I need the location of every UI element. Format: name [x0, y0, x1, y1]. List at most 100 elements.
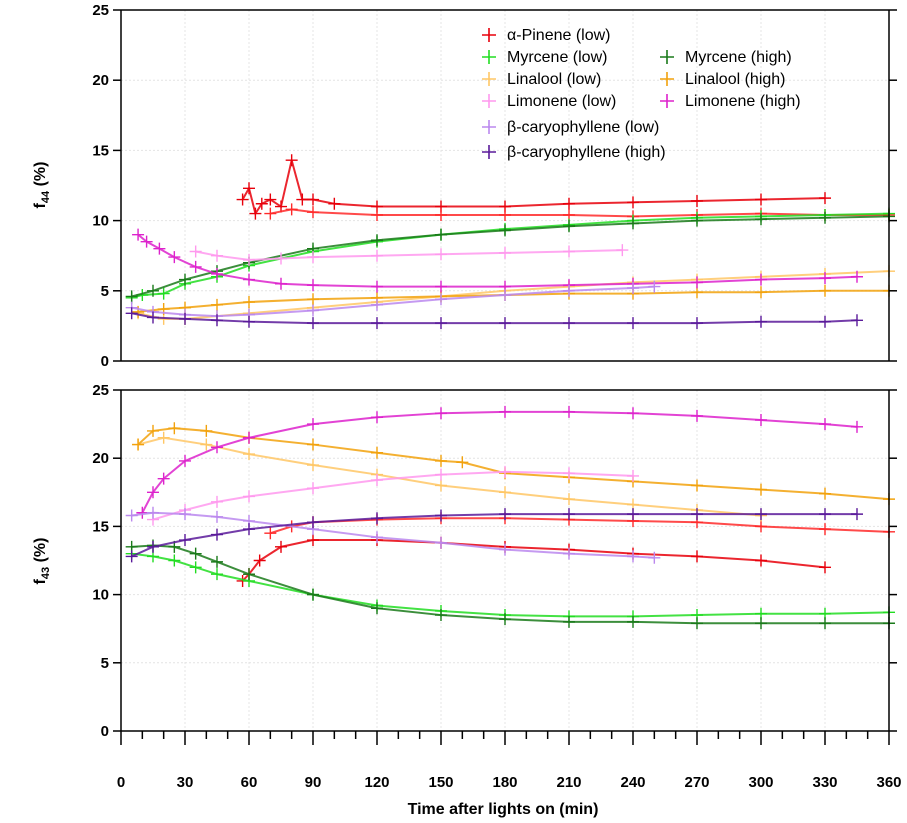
data-point — [371, 234, 383, 247]
data-point — [371, 446, 383, 459]
data-point — [755, 483, 767, 496]
data-point — [755, 414, 767, 427]
series-line — [141, 410, 858, 514]
data-point — [307, 588, 319, 601]
y-axis-title-bottom-sub: 43 — [40, 567, 52, 579]
data-point — [755, 286, 767, 299]
data-point — [755, 315, 767, 328]
data-point — [435, 280, 447, 293]
data-point — [200, 424, 213, 437]
data-point — [371, 531, 383, 544]
data-point — [371, 280, 383, 293]
data-point — [648, 551, 661, 564]
data-point — [243, 315, 255, 328]
legend-item: Limonene (low) — [482, 93, 616, 110]
x-tick-label: 60 — [241, 774, 258, 791]
data-point — [307, 317, 319, 330]
series-Linalool (low) — [132, 431, 767, 522]
data-point — [147, 284, 159, 297]
data-point — [563, 615, 575, 628]
data-point — [499, 613, 511, 626]
data-point — [563, 493, 575, 506]
legend-marker — [482, 120, 496, 134]
data-point — [435, 248, 447, 261]
series-line — [137, 427, 890, 501]
data-point — [563, 245, 575, 258]
data-point — [243, 273, 255, 286]
y-tick-label: 15 — [92, 142, 109, 159]
data-point — [189, 561, 202, 574]
legend-label: Limonene (high) — [685, 93, 801, 110]
data-point — [211, 510, 223, 523]
y-tick-label: 20 — [92, 450, 109, 467]
x-axis-title: Time after lights on (min) — [408, 801, 599, 818]
data-point — [435, 208, 447, 221]
data-point — [563, 220, 575, 233]
data-point — [243, 431, 255, 444]
plot-bottom-marks — [125, 405, 895, 630]
data-point — [851, 314, 863, 327]
series-line — [152, 470, 634, 521]
data-point — [563, 547, 575, 560]
data-point — [285, 203, 298, 216]
y-axis-title-top-unit: (%) — [32, 162, 49, 191]
data-point — [179, 454, 191, 467]
data-point — [264, 527, 277, 540]
data-point — [125, 509, 138, 522]
data-point — [648, 280, 661, 293]
series-β-caryophyllene (high) — [125, 508, 863, 563]
data-point — [253, 554, 266, 567]
x-tick-label: 150 — [428, 774, 453, 791]
data-point — [307, 438, 319, 451]
data-point — [211, 495, 223, 508]
data-point — [627, 615, 639, 628]
series-α-Pinene (high) — [264, 203, 895, 223]
data-point — [147, 311, 159, 324]
data-point — [819, 487, 831, 500]
series-line — [241, 539, 826, 582]
data-point — [435, 509, 447, 522]
data-point — [627, 550, 639, 563]
data-point — [275, 277, 287, 290]
data-point — [691, 276, 703, 289]
legend-marker — [482, 145, 496, 159]
data-point — [851, 420, 863, 433]
series-Myrcene (high) — [125, 539, 895, 630]
data-point — [435, 228, 447, 241]
series-line — [131, 552, 890, 618]
legend-label: Limonene (low) — [507, 93, 616, 110]
series-Limonene (high) — [132, 228, 863, 293]
data-point — [307, 279, 319, 292]
data-point — [307, 206, 319, 219]
data-point — [307, 482, 319, 495]
data-point — [211, 267, 223, 280]
data-point — [255, 197, 268, 210]
data-point — [371, 602, 383, 615]
data-point — [243, 448, 255, 461]
x-tick-label: 0 — [117, 774, 125, 791]
data-point — [179, 508, 191, 521]
data-point — [691, 194, 703, 207]
data-point — [179, 273, 191, 286]
data-point — [307, 516, 319, 529]
data-point — [435, 317, 447, 330]
data-point — [499, 543, 511, 556]
legend-label: β-caryophyllene (high) — [507, 144, 666, 161]
data-point — [563, 197, 575, 210]
data-point — [189, 547, 202, 560]
y-tick-label: 5 — [101, 655, 109, 672]
legend-item: Myrcene (low) — [482, 49, 607, 66]
data-point — [627, 196, 639, 209]
data-point — [456, 456, 469, 469]
series-Myrcene (low) — [125, 207, 895, 304]
legend-marker — [482, 94, 496, 108]
data-point — [371, 411, 383, 424]
data-point — [499, 317, 511, 330]
data-point — [371, 208, 383, 221]
data-point — [307, 534, 319, 547]
x-tick-label: 270 — [684, 774, 709, 791]
data-point — [249, 207, 262, 220]
series-Limonene (low) — [189, 244, 629, 266]
x-tick-label: 30 — [177, 774, 194, 791]
